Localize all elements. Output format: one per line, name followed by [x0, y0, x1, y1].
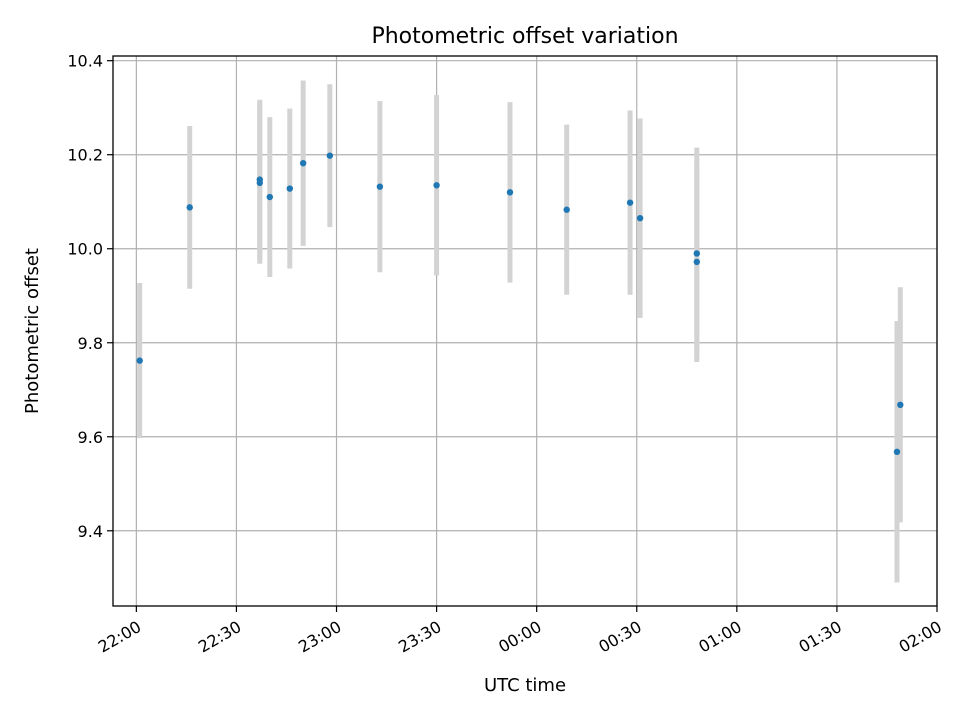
y-tick-label: 10.2: [67, 146, 103, 165]
data-point: [693, 250, 701, 257]
data-point: [897, 401, 904, 409]
data-point: [626, 199, 634, 206]
data-point: [266, 193, 273, 201]
grid: [113, 56, 938, 606]
y-tick-label: 9.6: [78, 428, 103, 447]
data-point: [299, 159, 307, 167]
y-tick-label: 10.4: [67, 52, 103, 71]
data-point: [693, 258, 701, 266]
data-point: [286, 185, 294, 192]
data-points: [136, 152, 904, 456]
y-axis: 9.4 9.6 9.8 10.0 10.2 10.4: [67, 52, 113, 541]
y-tick-label: 9.8: [78, 334, 103, 353]
data-point: [326, 152, 334, 159]
y-tick-label: 9.4: [78, 522, 103, 541]
data-point: [433, 182, 440, 189]
chart-title: Photometric offset variation: [371, 24, 678, 49]
data-point: [563, 206, 570, 213]
y-axis-label: Photometric offset: [22, 248, 43, 414]
data-point: [893, 448, 901, 456]
y-tick-label: 10.0: [67, 240, 103, 259]
plot-frame: [112, 55, 938, 607]
data-point: [186, 204, 193, 211]
data-point: [506, 189, 514, 196]
data-point: [136, 357, 143, 364]
data-point: [376, 183, 384, 190]
x-axis-label: UTC time: [484, 675, 566, 696]
data-point: [256, 176, 263, 183]
data-point: [636, 214, 644, 222]
